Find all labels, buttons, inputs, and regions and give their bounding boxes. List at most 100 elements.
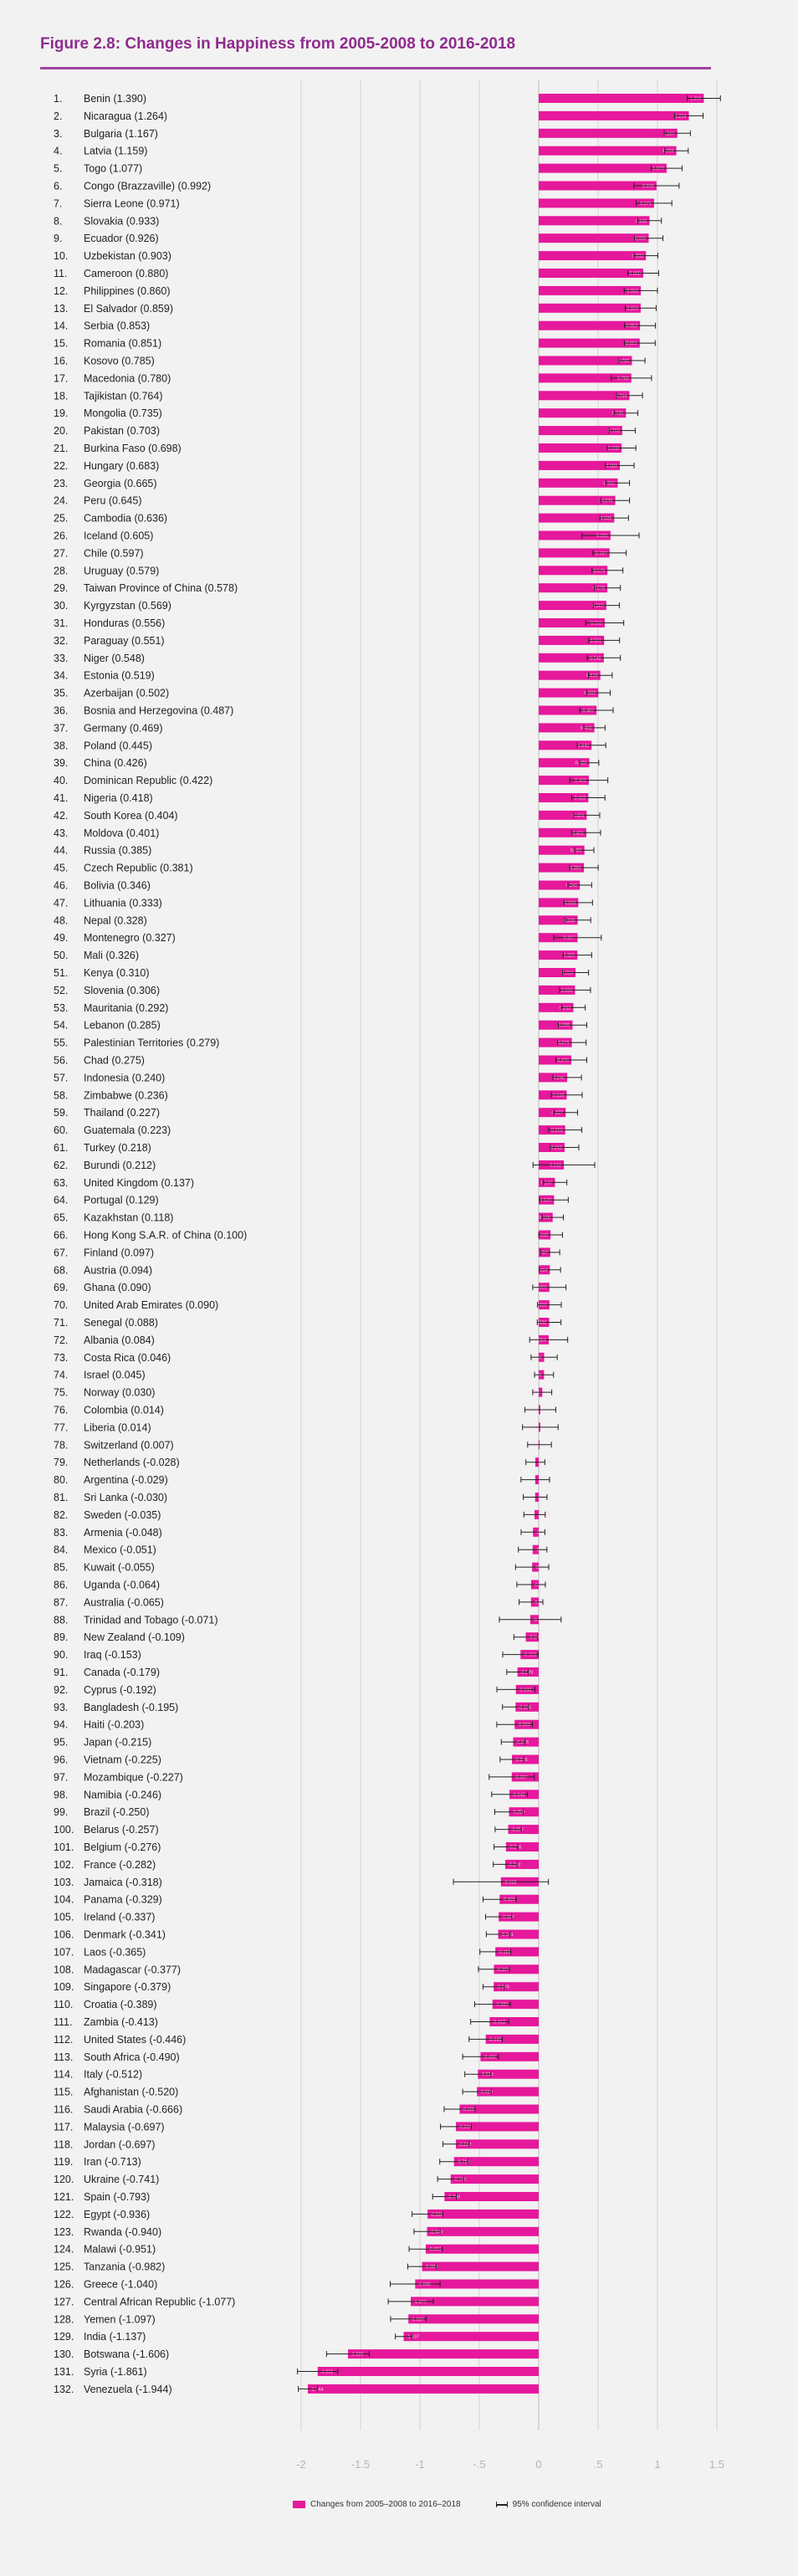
country-label: Mozambique (-0.227) (84, 1771, 183, 1783)
rank-label: 84. (54, 1544, 68, 1556)
country-label: Zambia (-0.413) (84, 2016, 158, 2028)
rank-label: 42. (54, 810, 68, 822)
bar-value-label: 0.426 (575, 761, 587, 766)
bar (422, 2261, 539, 2271)
country-label: Iran (-0.713) (84, 2156, 141, 2168)
bar (539, 303, 641, 313)
rank-label: 50. (54, 950, 68, 961)
bar-value-label: 0.445 (577, 744, 589, 749)
country-label: Guatemala (0.223) (84, 1124, 171, 1136)
bar-value-label: -0.793 (447, 2195, 460, 2200)
title-underline (40, 67, 711, 69)
bar-value-label: -0.365 (498, 1950, 511, 1955)
bar (499, 1894, 539, 1904)
bar-value-label: 0.764 (616, 394, 627, 399)
rank-label: 12. (54, 285, 68, 297)
bar-value-label: 0.310 (561, 971, 573, 976)
country-label: Czech Republic (0.381) (84, 863, 193, 874)
country-label: Burundi (0.212) (84, 1160, 156, 1171)
bar (539, 478, 618, 488)
bar (539, 863, 585, 873)
country-label: Syria (-1.861) (84, 2366, 147, 2378)
bar (456, 2139, 539, 2149)
bar-value-label: 0.519 (586, 673, 598, 679)
bar-value-label: 0.385 (570, 848, 582, 853)
bar-value-label: 0.326 (564, 954, 575, 959)
rank-label: 96. (54, 1754, 68, 1766)
country-label: Mauritania (0.292) (84, 1002, 168, 1014)
rank-label: 35. (54, 688, 68, 699)
bar (539, 705, 597, 715)
rank-label: 63. (54, 1177, 68, 1189)
bar-value-label: 0.236 (553, 1093, 565, 1099)
country-label: Romania (0.851) (84, 338, 161, 350)
country-label: Uganda (-0.064) (84, 1580, 160, 1591)
bar (427, 2226, 539, 2236)
rank-label: 99. (54, 1806, 68, 1818)
rank-label: 67. (54, 1247, 68, 1258)
country-label: Brazil (-0.250) (84, 1806, 150, 1818)
bar-value-label: -1.097 (411, 2317, 424, 2322)
rank-label: 90. (54, 1649, 68, 1661)
country-label: Kazakhstan (0.118) (84, 1212, 173, 1224)
bar-value-label: -0.203 (517, 1723, 530, 1728)
bar-value-label: 0.853 (626, 324, 637, 329)
rank-label: 39. (54, 757, 68, 769)
bar-value-label: 0.735 (612, 412, 624, 417)
bar-value-label: -0.071 (533, 1618, 546, 1623)
country-label: Malawi (-0.951) (84, 2244, 156, 2256)
bar-value-label: -0.446 (489, 2037, 502, 2042)
country-label: United Kingdom (0.137) (84, 1177, 194, 1189)
rank-label: 88. (54, 1614, 68, 1626)
bar (539, 688, 599, 698)
country-label: United States (-0.446) (84, 2034, 186, 2046)
rank-label: 9. (54, 233, 62, 244)
bar (539, 880, 581, 890)
bar-value-label: 1.159 (662, 149, 674, 154)
legend-bar-label: Changes from 2005–2008 to 2016–2018 (310, 2500, 461, 2509)
country-label: Thailand (0.227) (84, 1107, 160, 1119)
bar (539, 566, 608, 576)
bar (539, 810, 587, 820)
country-label: New Zealand (-0.109) (84, 1631, 185, 1643)
rank-label: 75. (54, 1387, 68, 1399)
country-label: Bolivia (0.346) (84, 880, 151, 892)
country-label: Central African Republic (-1.077) (84, 2296, 235, 2307)
bar (539, 94, 704, 103)
country-label: Austria (0.094) (84, 1264, 152, 1276)
country-label: Kosovo (0.785) (84, 356, 155, 367)
rank-label: 109. (54, 1981, 74, 1993)
country-label: Nepal (0.328) (84, 914, 147, 926)
bar-value-label: 0.578 (593, 586, 605, 592)
bar-chart: -2 -1.5 -1 -.5 0.5 1 1.51. Benin (1.390) 1.3902.… (54, 79, 724, 2471)
bar (495, 1947, 539, 1957)
bar (485, 2034, 539, 2044)
bar (539, 181, 657, 191)
rank-label: 121. (54, 2191, 74, 2203)
country-label: Haiti (-0.203) (84, 1719, 144, 1731)
bar-value-label: 0.094 (536, 1268, 548, 1273)
country-label: Singapore (-0.379) (84, 1981, 171, 1993)
country-label: Greece (-1.040) (84, 2279, 157, 2291)
bar-value-label: 0.328 (564, 919, 575, 924)
bar-value-label: -0.940 (430, 2230, 443, 2235)
rank-label: 28. (54, 565, 68, 576)
bar-value-label: -1.861 (320, 2370, 334, 2375)
country-label: Kyrgyzstan (0.569) (84, 600, 171, 612)
rank-label: 127. (54, 2296, 74, 2307)
rank-label: 52. (54, 985, 68, 996)
bar-value-label: 0.502 (585, 691, 596, 696)
bar (504, 1859, 539, 1869)
rank-label: 64. (54, 1195, 68, 1206)
bar-value-label: 0.579 (593, 569, 605, 574)
bar-value-label: 1.264 (675, 114, 687, 119)
bar-value-label: -0.035 (537, 1513, 550, 1518)
country-label: Chile (0.597) (84, 547, 144, 559)
bar-value-label: 0.569 (592, 604, 604, 609)
bar (411, 2297, 539, 2307)
rank-label: 38. (54, 740, 68, 751)
country-label: Vietnam (-0.225) (84, 1754, 161, 1766)
bar-value-label: 0.137 (541, 1180, 553, 1186)
bar (499, 1912, 539, 1922)
bar (456, 2122, 539, 2132)
